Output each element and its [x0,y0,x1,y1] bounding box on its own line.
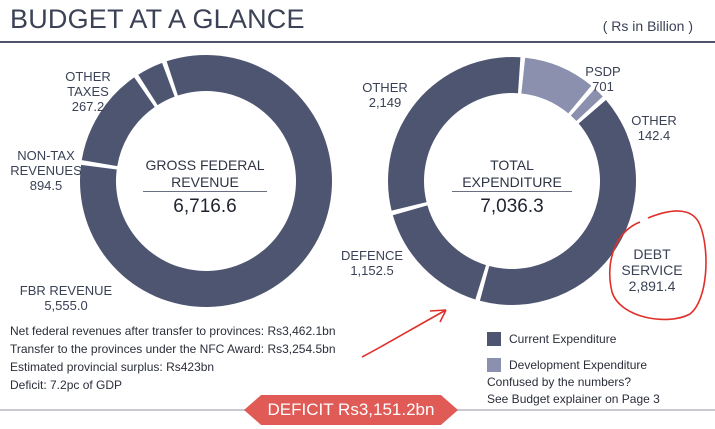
expenditure-center-value: 7,036.3 [480,196,544,217]
label-other-right: OTHER 142.4 [631,113,677,143]
note-nfc-transfer: Transfer to the provinces under the NFC … [10,342,336,356]
units-label: ( Rs in Billion ) [602,18,693,34]
legend: Current Expenditure Development Expendit… [487,329,647,381]
revenue-donut [79,55,332,308]
revenue-slice-2 [138,62,175,106]
label-psdp: PSDP 701 [585,64,621,94]
expenditure-slice-4 [388,57,521,211]
note-net-revenues: Net federal revenues after transfer to p… [10,324,336,338]
explainer-note: Confused by the numbers? See Budget expl… [487,375,660,406]
expenditure-slice-1 [570,88,603,122]
label-debt-service: DEBT SERVICE 2,891.4 [621,246,683,294]
debt-service-circle-annotation [609,210,707,321]
legend-swatch-current [487,332,501,346]
expenditure-slice-0 [521,57,592,114]
note-provincial-surplus: Estimated provincial surplus: Rs423bn [10,360,215,374]
expenditure-slice-2 [479,100,637,306]
expenditure-slice-3 [392,205,487,300]
revenue-center-value: 6,716.6 [173,196,237,217]
expenditure-donut [388,57,637,306]
label-non-tax-revenues: NON-TAX REVENUES 894.5 [10,148,82,193]
arrow-annotation [361,309,447,358]
label-other-left: OTHER 2,149 [362,80,408,110]
expenditure-center-rule [452,191,572,192]
legend-swatch-development [487,358,501,372]
legend-item-current: Current Expenditure [487,329,647,349]
label-other-taxes: OTHER TAXES 267.2 [65,69,111,114]
revenue-center-rule [143,191,267,192]
title-rule [0,41,715,43]
note-deficit-gdp: Deficit: 7.2pc of GDP [10,378,123,392]
notes-block: Net federal revenues after transfer to p… [10,322,336,394]
deficit-banner: DEFICIT Rs3,151.2bn [244,395,458,425]
revenue-center-title: GROSS FEDERAL REVENUE [145,157,265,190]
page-title: BUDGET AT A GLANCE [10,4,305,34]
label-fbr-revenue: FBR REVENUE 5,555.0 [19,283,113,313]
label-defence: DEFENCE 1,152.5 [340,248,404,278]
legend-item-development: Development Expenditure [487,355,647,375]
revenue-slice-1 [81,77,155,167]
expenditure-center-title: TOTAL EXPENDITURE [462,157,562,190]
